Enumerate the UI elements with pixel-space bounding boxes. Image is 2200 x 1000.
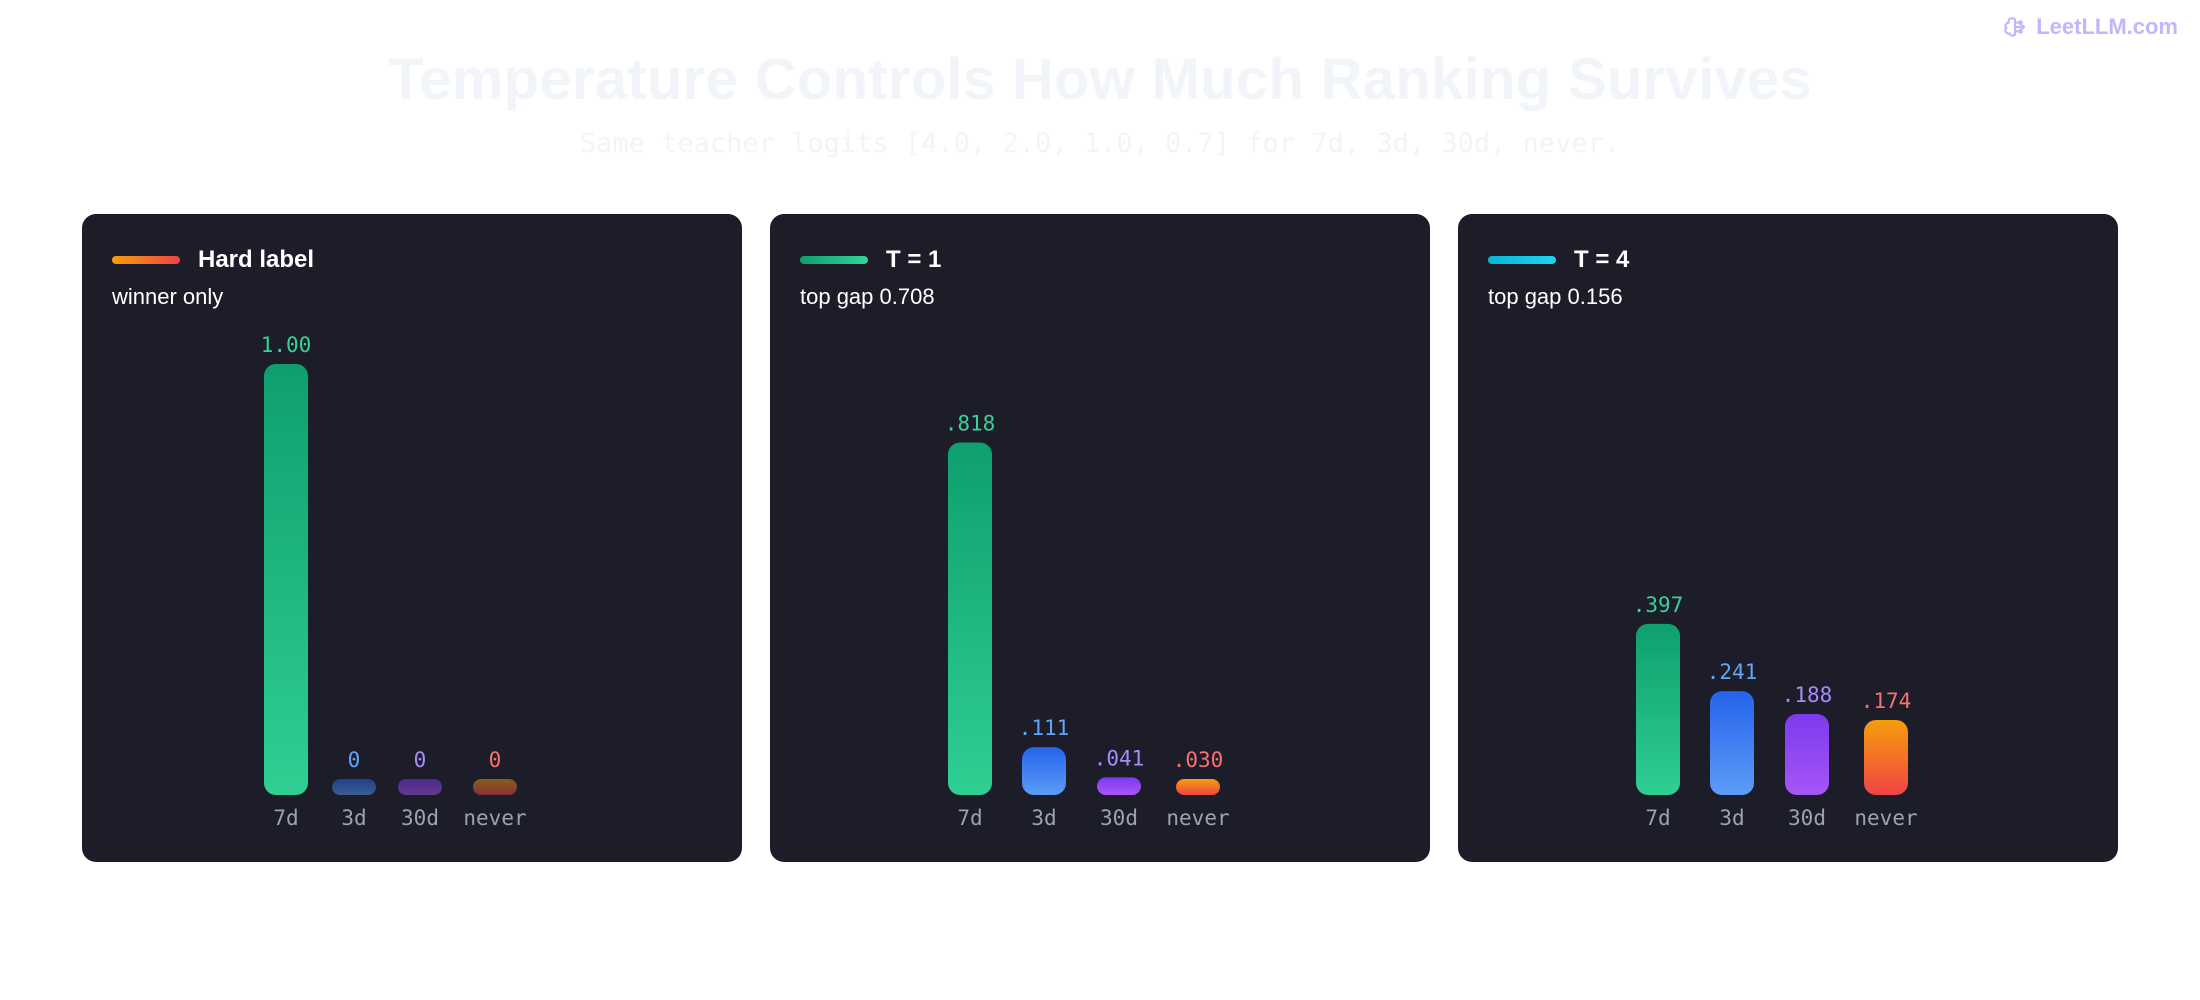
bar-7d: [1636, 623, 1680, 795]
value-label: .174: [1861, 689, 1912, 713]
panel-subtitle: winner only: [112, 284, 224, 309]
bar-never: [1176, 779, 1220, 795]
tick-label: 7d: [273, 806, 298, 830]
tick-label: 3d: [1031, 806, 1056, 830]
bar-7d: [948, 442, 992, 795]
value-label: .111: [1019, 716, 1070, 740]
panel-t1: T = 1 top gap 0.708 .818 7d .111 3d .041 30d.…: [770, 214, 1430, 862]
legend-swatch: [1488, 256, 1556, 264]
value-label: 0: [489, 748, 502, 772]
panel-header: T = 4: [1488, 246, 1629, 274]
bar-never: [473, 779, 517, 795]
bar-7d: [264, 364, 308, 795]
legend-swatch: [800, 256, 868, 264]
bar-30d: [1785, 713, 1829, 795]
bar-3d: [1710, 691, 1754, 795]
value-label: .241: [1707, 660, 1758, 684]
bar-chart: .818 7d .111 3d .041 30d .030 never: [945, 411, 1230, 830]
tick-label: 3d: [1719, 806, 1744, 830]
bar-30d: [1097, 777, 1141, 795]
panel-title: Hard label: [198, 246, 315, 273]
bar-3d: [332, 779, 376, 795]
bar-never: [1864, 720, 1908, 795]
panel-t4: T = 4 top gap 0.156 .397 7d .241 3d .188 30d.…: [1458, 214, 2118, 862]
value-label: 0: [414, 748, 427, 772]
value-label: .397: [1633, 593, 1684, 617]
tick-label: 3d: [341, 806, 366, 830]
panel-header: T = 1: [800, 246, 941, 274]
brand-text: LeetLLM.com: [2036, 14, 2178, 39]
page-subtitle: Same teacher logits [4.0, 2.0, 1.0, 0.7]…: [579, 128, 1621, 159]
bar-3d: [1022, 747, 1066, 795]
panel-header: Hard label: [112, 246, 314, 274]
value-label: .030: [1173, 748, 1224, 772]
bar-30d: [398, 779, 442, 795]
bar-chart: .397 7d .241 3d .188 30d .174 never: [1633, 593, 1918, 830]
brand[interactable]: LeetLLM.com: [2002, 14, 2178, 40]
brain-icon: [2004, 17, 2026, 37]
panel-subtitle: top gap 0.156: [1488, 284, 1623, 309]
tick-label: 30d: [1788, 806, 1826, 830]
tick-label: 7d: [1645, 806, 1670, 830]
panel-hard-label: Hard label winner only 1.00 7d 0 3d 0 30d 0 nev…: [82, 214, 742, 862]
value-label: .818: [945, 411, 996, 435]
panel-title: T = 4: [1574, 246, 1630, 273]
value-label: .041: [1094, 746, 1145, 770]
tick-label: 7d: [957, 806, 982, 830]
panel-subtitle: top gap 0.708: [800, 284, 935, 309]
value-label: .188: [1782, 683, 1833, 707]
bar-chart: 1.00 7d 0 3d 0 30d 0 never: [261, 333, 527, 830]
tick-label: never: [463, 806, 526, 830]
value-label: 0: [348, 748, 361, 772]
tick-label: 30d: [1100, 806, 1138, 830]
legend-swatch: [112, 256, 180, 264]
tick-label: 30d: [401, 806, 439, 830]
page-title: Temperature Controls How Much Ranking Su…: [387, 47, 1813, 112]
tick-label: never: [1166, 806, 1229, 830]
panel-title: T = 1: [886, 246, 942, 273]
tick-label: never: [1854, 806, 1917, 830]
value-label: 1.00: [261, 333, 312, 357]
